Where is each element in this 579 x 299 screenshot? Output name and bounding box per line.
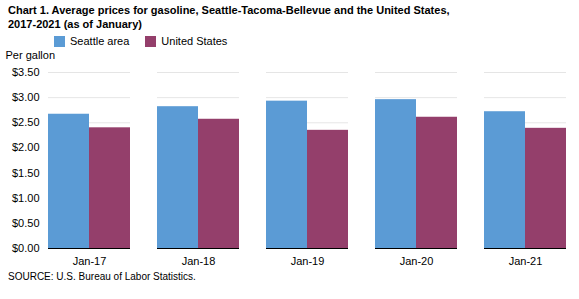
svg-text:Jan-21: Jan-21 — [509, 255, 543, 267]
svg-text:$1.50: $1.50 — [12, 167, 40, 179]
html-text:Seattle area: Seattle area — [70, 35, 130, 47]
svg-text:Jan-18: Jan-18 — [182, 255, 216, 267]
svg-text:Jan-20: Jan-20 — [400, 255, 434, 267]
svg-text:$3.00: $3.00 — [12, 91, 40, 103]
html-text:Chart 1. Average prices for ga: Chart 1. Average prices for gasoline, Se… — [8, 4, 450, 16]
html-text:2017-2021 (as of January): 2017-2021 (as of January) — [8, 18, 142, 30]
svg-text:Jan-19: Jan-19 — [291, 255, 325, 267]
svg-text:$0.00: $0.00 — [12, 242, 40, 254]
svg-text:$2.50: $2.50 — [12, 116, 40, 128]
svg-text:Jan-17: Jan-17 — [73, 255, 107, 267]
svg-text:$0.50: $0.50 — [12, 217, 40, 229]
html-text:United States: United States — [161, 35, 228, 47]
svg-text:$1.00: $1.00 — [12, 192, 40, 204]
svg-text:$3.50: $3.50 — [12, 66, 40, 78]
svg-text:Per gallon: Per gallon — [6, 49, 56, 61]
html-text:SOURCE: U.S. Bureau of Labor S: SOURCE: U.S. Bureau of Labor Statistics. — [8, 271, 196, 282]
svg-text:$2.00: $2.00 — [12, 141, 40, 153]
